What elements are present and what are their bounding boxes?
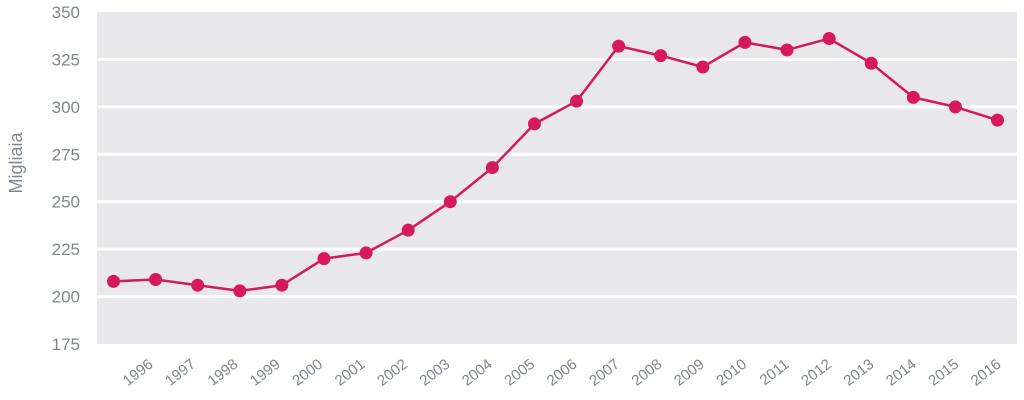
data-point (570, 94, 584, 108)
data-point (864, 56, 878, 70)
x-tick-label: 1999 (247, 356, 284, 390)
x-axis-ticks: 1996 1997 1998 1999 2000 2001 2002 2003 2004 2005… (120, 356, 1005, 390)
x-tick-label: 2004 (459, 356, 496, 390)
x-tick-label: 2011 (757, 356, 793, 389)
x-tick-label: 2016 (968, 356, 1005, 390)
data-point (612, 39, 626, 53)
x-tick-label: 2010 (713, 356, 750, 390)
y-tick-label: 200 (52, 288, 80, 307)
data-point (991, 113, 1004, 127)
y-axis-title: Migliaia (6, 132, 26, 194)
data-point (485, 161, 499, 175)
data-point (696, 60, 710, 74)
y-tick-label: 175 (52, 335, 80, 354)
x-tick-label: 2009 (671, 356, 708, 390)
data-point (654, 49, 668, 63)
data-point (822, 32, 836, 46)
y-tick-label: 275 (52, 145, 80, 164)
x-tick-label: 2014 (883, 356, 920, 390)
x-tick-label: 1998 (204, 356, 241, 390)
data-point (107, 274, 120, 288)
x-tick-label: 2003 (416, 356, 453, 390)
data-point (443, 195, 457, 209)
y-tick-label: 225 (52, 240, 80, 259)
data-point (233, 284, 247, 298)
series-line (113, 37, 998, 293)
y-axis-ticks: 175 200 225 250 275 300 325 350 (52, 3, 80, 354)
x-tick-label: 2000 (289, 356, 326, 390)
data-point (948, 100, 962, 114)
y-tick-label: 300 (52, 98, 80, 117)
y-tick-label: 250 (52, 193, 80, 212)
x-tick-label: 2005 (501, 356, 538, 390)
data-point (275, 278, 289, 292)
data-point (317, 252, 331, 266)
x-tick-label: 2001 (332, 356, 369, 390)
y-tick-label: 350 (52, 3, 80, 22)
data-point (527, 117, 541, 131)
data-point (906, 90, 920, 104)
y-tick-label: 325 (52, 50, 80, 69)
data-point (401, 223, 415, 237)
x-tick-label: 2006 (544, 356, 581, 390)
x-tick-label: 2007 (586, 356, 623, 390)
data-point (738, 35, 752, 49)
x-tick-label: 2015 (925, 356, 962, 390)
data-point (780, 43, 794, 57)
data-point (359, 246, 373, 260)
x-tick-label: 1996 (120, 356, 157, 390)
series-group (107, 32, 1004, 298)
x-tick-label: 2008 (628, 356, 665, 390)
data-point (191, 278, 205, 292)
x-tick-label: 2002 (374, 356, 411, 390)
x-tick-label: 2012 (798, 356, 835, 390)
x-tick-label: 1997 (162, 356, 199, 390)
x-tick-label: 2013 (840, 356, 877, 390)
data-point (149, 272, 163, 286)
